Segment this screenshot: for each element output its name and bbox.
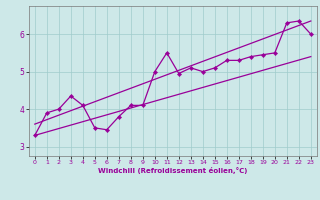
X-axis label: Windchill (Refroidissement éolien,°C): Windchill (Refroidissement éolien,°C) [98,167,247,174]
